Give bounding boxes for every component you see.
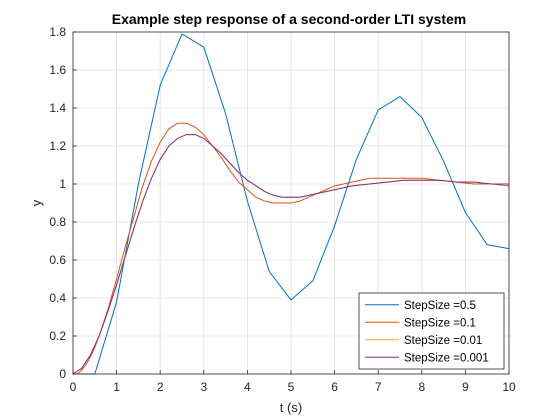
x-tick-label: 5 [288,380,295,394]
chart-title: Example step response of a second-order … [112,11,467,27]
y-tick-label: 1.8 [49,25,66,39]
y-tick-label: 0.4 [49,291,66,305]
x-tick-label: 0 [70,380,77,394]
y-tick-label: 0.2 [49,329,66,343]
legend: StepSize =0.5 StepSize =0.1 StepSize =0.01… [358,292,505,370]
y-axis-label: y [29,199,44,206]
x-tick-label: 10 [502,380,516,394]
legend-label-2: StepSize =0.1 [404,317,476,329]
x-tick-label: 3 [200,380,207,394]
x-tick-label: 6 [331,380,338,394]
series-lines [72,33,510,375]
y-tick-label: 1.6 [49,63,66,77]
series-line-4 [72,134,509,375]
x-axis-label: t (s) [280,400,302,415]
x-tick-label: 7 [375,380,382,394]
y-tick-label: 0.6 [49,253,66,267]
legend-label-4: StepSize =0.001 [404,352,489,364]
y-tick-label: 1.2 [49,139,66,153]
x-tick-label: 9 [462,380,469,394]
x-tick-label: 4 [244,380,251,394]
axis-ticks: 0 1 2 3 4 5 6 7 8 9 10 0 0.2 0.4 0.6 0.8 1 1.2 1.4 1.6 1.8 [49,25,516,394]
y-tick-label: 0.8 [49,215,66,229]
y-tick-label: 1.4 [49,101,66,115]
series-line-1 [73,33,510,375]
legend-box [358,292,505,370]
y-tick-label: 1 [59,177,66,191]
x-tick-label: 1 [113,380,120,394]
x-tick-label: 2 [157,380,164,394]
x-tick-label: 8 [418,380,425,394]
legend-label-1: StepSize =0.5 [404,300,476,312]
y-tick-label: 0 [59,367,66,381]
legend-label-3: StepSize =0.01 [404,335,482,347]
